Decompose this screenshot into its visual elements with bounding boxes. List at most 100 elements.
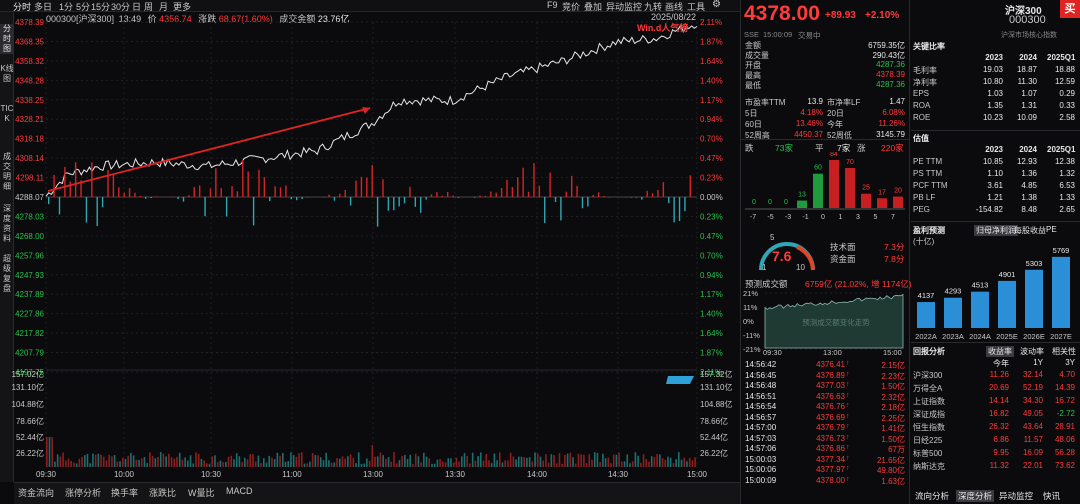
time-tick: 14:00 bbox=[527, 470, 548, 479]
volume-bar bbox=[482, 460, 485, 467]
bottom-tab-4[interactable]: W量比 bbox=[188, 488, 215, 498]
toolbar-right-3[interactable]: 异动监控 bbox=[606, 2, 643, 12]
volume-bar bbox=[333, 462, 336, 467]
forecast-title: 预测成交额 bbox=[745, 279, 788, 289]
returns-tab-1[interactable]: 波动率 bbox=[1020, 347, 1044, 356]
volume-bar bbox=[322, 460, 325, 467]
toolbar-9[interactable]: 更多 bbox=[173, 2, 192, 12]
volume-tick: 52.44亿 bbox=[16, 432, 44, 442]
toolbar-2[interactable]: 1分 bbox=[59, 2, 74, 12]
quote-pct: +2.10% bbox=[865, 10, 900, 21]
flow-bar bbox=[393, 197, 395, 211]
left-tab-2[interactable]: TICK bbox=[0, 104, 14, 123]
valuation-label: PS TTM bbox=[913, 169, 943, 178]
flow-bar bbox=[107, 169, 109, 197]
toolbar-right-5[interactable]: 画线 bbox=[665, 2, 684, 12]
toolbar-0[interactable]: 分时 bbox=[13, 2, 32, 12]
volume-bar bbox=[300, 452, 303, 467]
flow-bar bbox=[635, 197, 638, 198]
volume-bar bbox=[623, 461, 626, 467]
price-tick: 4348.28 bbox=[15, 76, 44, 85]
volume-bar bbox=[311, 453, 314, 467]
volume-bar bbox=[241, 461, 243, 467]
profit-tab-0[interactable]: 归母净利润 bbox=[974, 225, 1018, 236]
toolbar-7[interactable]: 周 bbox=[144, 2, 154, 12]
right-bottom-tab-3[interactable]: 快讯 bbox=[1043, 491, 1061, 501]
hist-label: 70 bbox=[846, 159, 854, 166]
toolbar-5[interactable]: 30分 bbox=[111, 2, 131, 12]
toolbar-1[interactable]: 多日 bbox=[34, 2, 53, 12]
hist-label: 20 bbox=[894, 188, 902, 195]
forecast-tick: 21% bbox=[743, 289, 758, 298]
toolbar-8[interactable]: 月 bbox=[159, 2, 169, 12]
volume-bar bbox=[496, 460, 498, 467]
price-tick: 4308.14 bbox=[15, 154, 44, 163]
volume-bar bbox=[336, 457, 338, 467]
ratio-value: 10.23 bbox=[982, 113, 1003, 122]
price-tick: 4227.86 bbox=[15, 310, 44, 319]
settings-gear-icon[interactable]: ⚙ bbox=[712, 0, 721, 10]
volume-bar bbox=[216, 462, 219, 467]
bottom-tab-1[interactable]: 涨停分析 bbox=[65, 488, 102, 498]
left-tab-3[interactable]: 成交明细 bbox=[3, 152, 11, 191]
profit-tab-2[interactable]: PE bbox=[1046, 225, 1057, 234]
returns-tab-2[interactable]: 相关性 bbox=[1052, 347, 1076, 356]
toolbar-6[interactable]: 日 bbox=[132, 2, 142, 12]
stat2-value: 13.9 bbox=[807, 97, 823, 106]
hist-label: 0 bbox=[768, 199, 772, 206]
volume-bar bbox=[477, 456, 479, 467]
flow-bar bbox=[473, 197, 476, 198]
volume-bar bbox=[433, 463, 436, 467]
ratios-year: 2024 bbox=[1019, 53, 1037, 62]
time-tick: 13:00 bbox=[363, 470, 384, 479]
right-bottom-tab-0[interactable]: 流向分析 bbox=[915, 491, 950, 501]
pct-tick: 1.40% bbox=[700, 310, 723, 319]
ratio-value: 1.07 bbox=[1021, 89, 1037, 98]
toolbar-right-1[interactable]: 竞价 bbox=[562, 2, 581, 12]
stat2-label: 市净率LF bbox=[827, 98, 861, 107]
toolbar-right-4[interactable]: 九转 bbox=[644, 2, 663, 12]
volume-bar bbox=[254, 461, 257, 467]
left-tab-1[interactable]: K线图 bbox=[0, 64, 14, 83]
quote-source: SSE bbox=[744, 30, 760, 39]
tick-time: 14:56:45 bbox=[745, 370, 777, 380]
volume-bar bbox=[124, 459, 127, 467]
volume-bar bbox=[127, 455, 129, 467]
volume-bar bbox=[458, 461, 460, 467]
bottom-tab-3[interactable]: 涨跌比 bbox=[149, 488, 177, 498]
right-bottom-tab-1[interactable]: 深度分析 bbox=[956, 490, 995, 502]
buy-button[interactable]: 买 bbox=[1060, 0, 1080, 18]
toolbar-right-6[interactable]: 工具 bbox=[687, 2, 706, 12]
returns-value: 52.19 bbox=[1022, 383, 1043, 392]
profit-tab-1[interactable]: 每股收益 bbox=[1014, 226, 1046, 235]
stat-value: 6759.35亿 bbox=[868, 41, 905, 50]
returns-tab-0[interactable]: 收益率 bbox=[986, 346, 1014, 357]
intraday-chart[interactable]: 4378.39 2.11% 4368.35 1.87% 4358.32 1.64% 4348… bbox=[0, 12, 740, 482]
toolbar-right-0[interactable]: F9 bbox=[547, 0, 558, 10]
tick-time: 14:56:57 bbox=[745, 412, 777, 422]
stat-label: 金额 bbox=[745, 41, 761, 50]
returns-label: 日经225 bbox=[913, 436, 943, 445]
up-arrow-icon: ↑ bbox=[846, 412, 850, 420]
left-tab-0[interactable]: 分时图 bbox=[0, 24, 14, 54]
returns-value: 4.70 bbox=[1059, 370, 1075, 379]
forecast-tick: 0% bbox=[743, 317, 754, 326]
toolbar-3[interactable]: 5分 bbox=[76, 2, 91, 12]
valuation-value: -154.82 bbox=[975, 205, 1003, 214]
right-bottom-tab-2[interactable]: 异动监控 bbox=[999, 491, 1034, 501]
forecast-time: 15:00 bbox=[883, 348, 902, 357]
toolbar-4[interactable]: 15分 bbox=[91, 2, 111, 12]
volume-bar bbox=[659, 454, 661, 467]
price-tick: 4278.03 bbox=[15, 212, 44, 221]
volume-bar bbox=[121, 457, 124, 467]
left-tab-4[interactable]: 深度资料 bbox=[3, 204, 11, 243]
info-price: 4356.74 bbox=[159, 14, 192, 24]
stat2-label: 今年 bbox=[827, 120, 843, 129]
bottom-tab-5[interactable]: MACD bbox=[226, 486, 253, 496]
bottom-tab-0[interactable]: 资金流向 bbox=[18, 488, 55, 498]
toolbar-right-2[interactable]: 叠加 bbox=[584, 2, 603, 12]
bottom-tab-2[interactable]: 换手率 bbox=[111, 488, 139, 498]
hist-bin: 3 bbox=[856, 214, 860, 221]
left-tab-5[interactable]: 超级复盘 bbox=[3, 254, 11, 293]
volume-bar bbox=[452, 462, 455, 467]
